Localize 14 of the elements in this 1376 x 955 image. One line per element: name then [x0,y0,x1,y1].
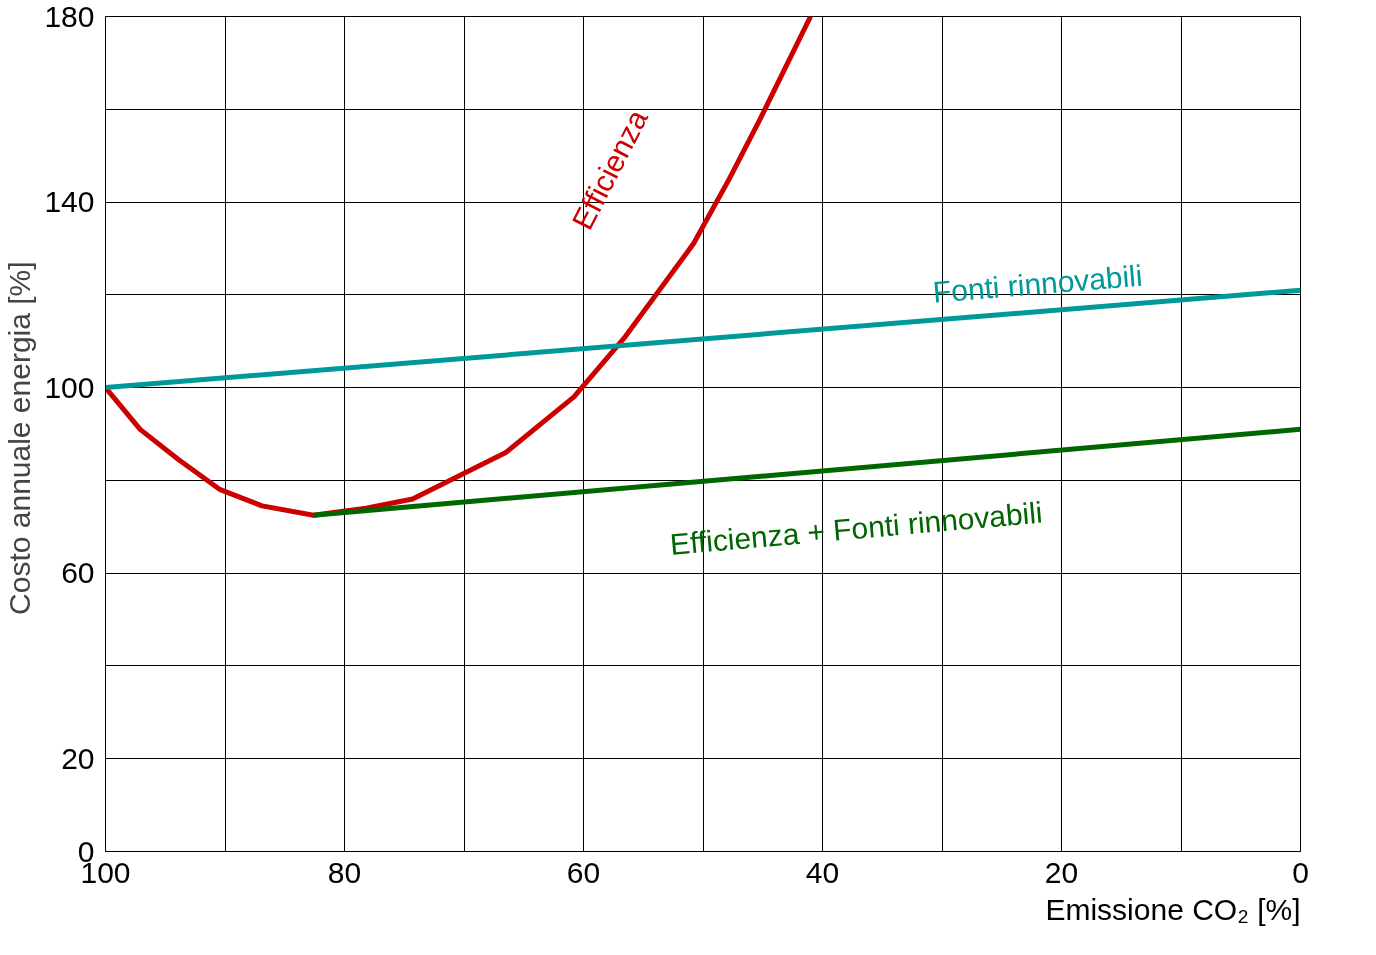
x-tick-label: 60 [566,855,601,889]
series-label: Fonti rinnovabili [931,258,1144,309]
x-tick-label: 80 [327,855,362,889]
x-axis-title: Emissione CO₂ [%] [1045,892,1301,926]
x-tick-label: 0 [1292,855,1309,889]
y-tick-label: 180 [44,0,95,33]
series-label: Efficienza + Fonti rinnovabili [668,495,1044,561]
y-tick-label: 140 [44,185,95,219]
y-tick-label: 100 [44,370,95,404]
x-tick-label: 20 [1044,855,1079,889]
y-tick-label: 60 [61,556,95,590]
y-tick-label: 20 [61,741,95,775]
x-tick-label: 40 [805,855,840,889]
y-axis-title: Costo annuale energia [%] [3,261,37,615]
